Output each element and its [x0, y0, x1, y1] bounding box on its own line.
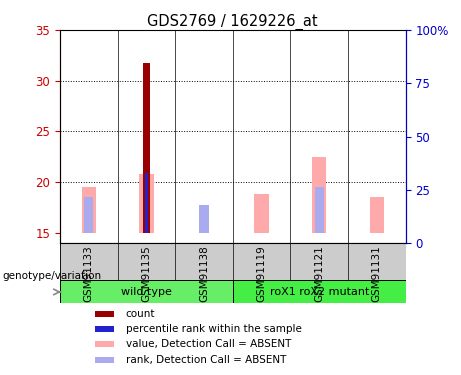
Bar — [139, 174, 154, 233]
Bar — [60, 243, 406, 280]
Text: roX1 roX2 mutant: roX1 roX2 mutant — [270, 287, 369, 297]
Bar — [233, 280, 406, 303]
Bar — [95, 311, 113, 317]
Text: GSM91119: GSM91119 — [257, 245, 266, 302]
Text: wild type: wild type — [121, 287, 172, 297]
Text: GSM91131: GSM91131 — [372, 245, 382, 302]
Bar — [60, 280, 233, 303]
Bar — [312, 157, 326, 233]
Text: percentile rank within the sample: percentile rank within the sample — [125, 324, 301, 334]
Text: GSM91133: GSM91133 — [84, 245, 94, 302]
Bar — [95, 326, 113, 332]
Bar — [84, 197, 94, 233]
Bar — [145, 173, 148, 233]
Text: value, Detection Call = ABSENT: value, Detection Call = ABSENT — [125, 339, 291, 350]
Text: rank, Detection Call = ABSENT: rank, Detection Call = ABSENT — [125, 354, 286, 364]
Text: GSM91121: GSM91121 — [314, 245, 324, 302]
Bar — [199, 206, 209, 233]
Text: GSM91135: GSM91135 — [142, 245, 151, 302]
Text: genotype/variation: genotype/variation — [2, 271, 101, 280]
Bar — [370, 197, 384, 233]
Bar — [95, 357, 113, 363]
Bar — [95, 341, 113, 348]
Bar — [314, 187, 324, 233]
Bar — [254, 194, 269, 233]
Bar — [82, 187, 96, 233]
Text: GSM91138: GSM91138 — [199, 245, 209, 302]
Text: count: count — [125, 309, 155, 319]
Bar — [143, 63, 150, 233]
Title: GDS2769 / 1629226_at: GDS2769 / 1629226_at — [148, 14, 318, 30]
